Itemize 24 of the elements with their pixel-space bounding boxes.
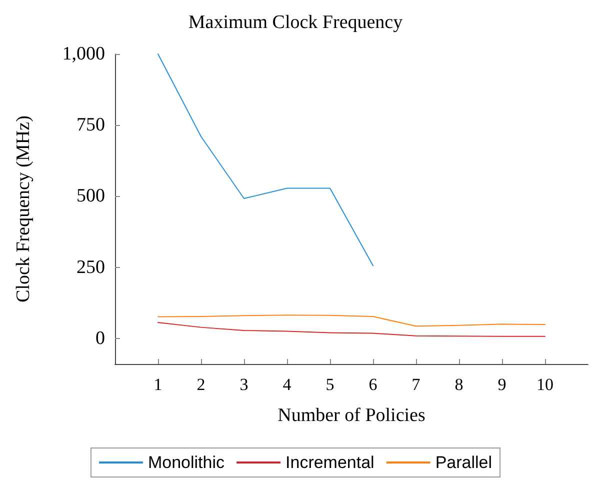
x-tick-label: 8	[454, 375, 464, 394]
x-tick-label: 10	[536, 375, 554, 394]
x-tick-label: 2	[196, 375, 206, 394]
x-tick-label: 4	[282, 375, 292, 394]
x-tick-label: 9	[498, 375, 506, 394]
line-series	[158, 314, 546, 327]
x-tick-label: 3	[240, 375, 248, 394]
y-tick-label: 0	[96, 328, 105, 349]
legend-label: Monolithic	[148, 453, 226, 472]
legend-label: Parallel	[435, 453, 492, 472]
x-tick-label: 1	[154, 375, 162, 394]
line-series	[158, 322, 546, 337]
x-tick-label: 5	[326, 375, 334, 394]
x-tick-label: 7	[412, 375, 421, 394]
chart-title: Maximum Clock Frequency	[188, 12, 404, 33]
y-tick-label: 250	[76, 256, 105, 278]
line-series	[158, 54, 374, 266]
y-tick-label: 1,000	[62, 44, 105, 64]
x-axis-title: Number of Policies	[278, 405, 426, 426]
y-axis-title: Clock Frequency (MHz)	[13, 116, 34, 302]
legend-label: Incremental	[286, 453, 374, 472]
y-tick-label: 500	[76, 186, 105, 207]
x-tick-label: 6	[368, 375, 378, 394]
y-tick-label: 750	[76, 114, 105, 136]
